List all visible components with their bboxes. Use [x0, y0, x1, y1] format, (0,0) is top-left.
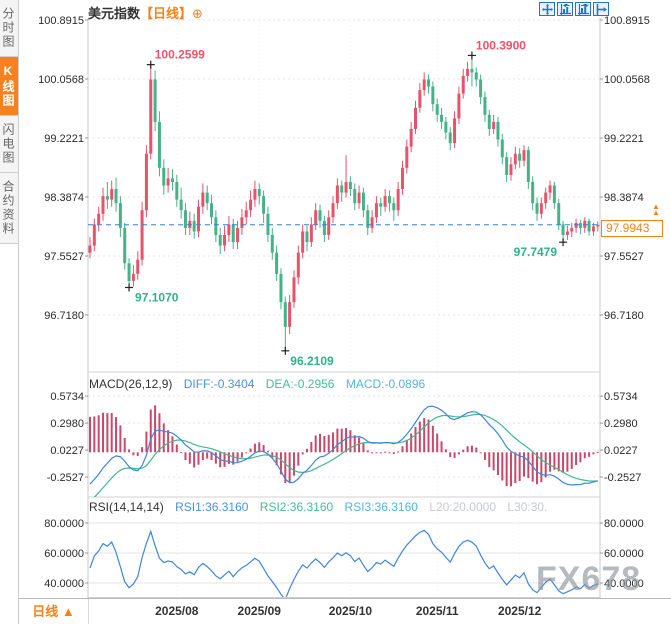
axis-tick-label: 0.5734	[604, 391, 638, 403]
rsi-plot	[89, 529, 598, 597]
rsi-header: RSI(14,14,14) RSI1:36.3160 RSI2:36.3160 …	[89, 500, 599, 514]
rsi-l20-value: L20:20.0000	[429, 500, 496, 514]
x-axis-month-label: 2025/10	[328, 604, 373, 618]
axis-tick-label: 100.0568	[38, 74, 84, 86]
x-axis-month-label: 2025/08	[155, 604, 199, 618]
axis-tick-label: 60.0000	[44, 548, 84, 560]
axis-tick-label: 0.2980	[50, 418, 84, 430]
macd-name: MACD(26,12,9)	[89, 377, 173, 391]
chart-title-row: 美元指数【日线】⊕	[88, 3, 203, 22]
x-axis-month-label: 2025/09	[237, 604, 281, 618]
axis-tick-label: 96.7180	[604, 310, 644, 322]
extreme-marker: 97.7479	[514, 238, 568, 259]
zoom-out-icon[interactable]	[557, 2, 573, 16]
add-indicator-icon[interactable]: ⊕	[192, 6, 203, 21]
macd-dea-value: DEA:-0.2956	[265, 377, 335, 391]
axis-tick-label: -0.2527	[604, 472, 641, 484]
x-axis-month-label: 2025/12	[497, 604, 542, 618]
sidebar-tab-contract-info[interactable]: 合约资料	[0, 173, 18, 244]
crosshair-icon[interactable]	[539, 2, 555, 16]
axis-tick-label: 0.0227	[50, 445, 84, 457]
macd-plot	[89, 405, 599, 497]
axis-tick-label: 99.2221	[44, 133, 84, 145]
axis-tick-label: 40.0000	[44, 578, 84, 590]
period-selector-label: 日线	[32, 604, 59, 619]
chart-toolbar	[539, 2, 611, 16]
rsi3-value: RSI3:36.3160	[344, 500, 418, 514]
price-annotation: 97.7479	[514, 245, 558, 259]
rsi-l30-value: L30:30.	[507, 500, 548, 514]
period-selector[interactable]: 日线 ▲	[19, 599, 89, 624]
price-annotation: 100.3900	[476, 38, 526, 52]
chart-type-sidebar: 分时图 K线图 闪电图 合约资料	[0, 0, 19, 624]
extreme-marker: 100.2599	[146, 48, 205, 69]
price-annotation: 100.2599	[155, 48, 205, 62]
fx678-watermark: FX678	[536, 560, 642, 598]
x-axis-month-label: 2025/11	[415, 604, 459, 618]
axis-tick-label: 0.2980	[604, 418, 638, 430]
instrument-title: 美元指数	[88, 6, 141, 21]
rsi1-value: RSI1:36.3160	[175, 500, 249, 514]
axis-tick-label: 100.8915	[604, 15, 650, 27]
axis-tick-label: 60.0000	[604, 548, 644, 560]
axis-tick-label: 80.0000	[44, 518, 84, 530]
axis-tick-label: 99.2221	[604, 133, 644, 145]
sidebar-tab-lightning[interactable]: 闪电图	[0, 116, 18, 173]
axis-tick-label: 80.0000	[604, 518, 644, 530]
axis-tick-label: 0.5734	[50, 391, 84, 403]
axis-tick-label: -0.2527	[47, 472, 84, 484]
sidebar-tab-candlestick[interactable]: K线图	[0, 57, 18, 116]
macd-hist-value: MACD:-0.0896	[345, 377, 426, 391]
x-axis-bar: 日线 ▲ 2025/08 2025/09 2025/10 2025/11 2025/12	[19, 598, 671, 624]
macd-diff-value: DIFF:-0.3404	[183, 377, 255, 391]
extreme-marker: 97.1070	[125, 283, 179, 304]
axis-tick-label: 98.3874	[44, 192, 84, 204]
rsi2-value: RSI2:36.3160	[259, 500, 334, 514]
extreme-marker: 100.3900	[467, 38, 526, 60]
axis-tick-label: 100.8915	[38, 15, 84, 27]
candles	[88, 55, 600, 351]
price-up-arrows-icon: ▲ ▲	[652, 202, 660, 217]
price-annotation: 97.1070	[135, 290, 179, 304]
rsi-name: RSI(14,14,14)	[89, 500, 164, 514]
axis-tick-label: 98.3874	[604, 192, 644, 204]
current-price-tag: 97.9943	[601, 220, 663, 237]
axis-tick-label: 97.5527	[44, 251, 84, 263]
extreme-marker: 96.2109	[281, 346, 334, 368]
zoom-in-icon[interactable]	[575, 2, 591, 16]
axis-tick-label: 0.0227	[604, 445, 638, 457]
axis-tick-label: 40.0000	[604, 578, 644, 590]
axis-tick-label: 97.5527	[604, 251, 644, 263]
macd-header: MACD(26,12,9) DIFF:-0.3404 DEA:-0.2956 M…	[89, 377, 599, 391]
period-selector-arrow-icon: ▲	[61, 604, 75, 619]
axis-tick-label: 100.0568	[604, 74, 650, 86]
axis-tick-label: 96.7180	[44, 310, 84, 322]
price-annotation: 96.2109	[290, 354, 334, 368]
sidebar-tab-timeline[interactable]: 分时图	[0, 0, 18, 57]
go-to-latest-icon[interactable]	[593, 2, 609, 16]
period-label: 【日线】	[140, 6, 193, 21]
